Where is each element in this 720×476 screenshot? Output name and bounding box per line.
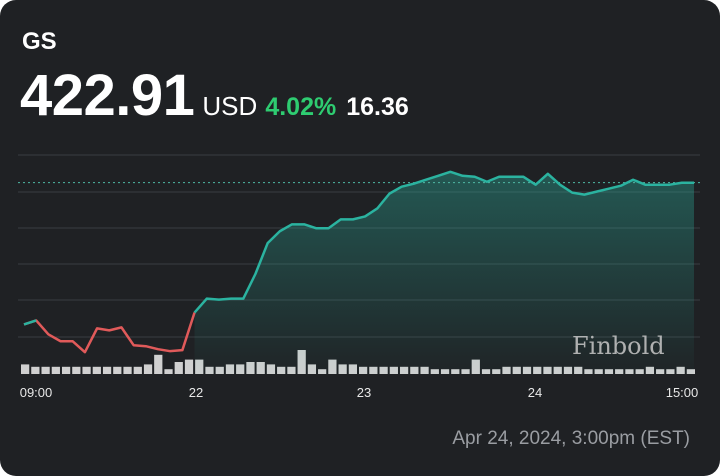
change-value: 16.36 bbox=[346, 93, 409, 121]
volume-bar bbox=[21, 364, 30, 374]
volume-bar bbox=[102, 366, 112, 374]
x-axis: 09:00 22 23 24 15:00 bbox=[20, 385, 699, 400]
price-line-up bbox=[193, 170, 694, 314]
currency-label: USD bbox=[202, 91, 258, 121]
volume-bar bbox=[164, 369, 173, 374]
volume-bar bbox=[72, 366, 81, 374]
x-tick-label: 23 bbox=[357, 385, 371, 400]
finbold-watermark: Finbold bbox=[572, 332, 665, 360]
x-tick-label: 09:00 bbox=[20, 385, 53, 400]
volume-bar bbox=[143, 364, 153, 374]
volume-bar bbox=[174, 362, 183, 374]
x-tick-label: 24 bbox=[528, 385, 542, 400]
volume-bar bbox=[113, 366, 122, 374]
price-chart[interactable]: 09:00 22 23 24 15:00 bbox=[0, 140, 720, 410]
volume-bar bbox=[133, 366, 142, 374]
volume-bar bbox=[51, 366, 60, 374]
quote-row: 422.91 USD 4.02% 16.36 bbox=[20, 62, 409, 129]
price-line-start bbox=[23, 319, 37, 326]
volume-bar bbox=[92, 366, 101, 374]
volume-bar bbox=[184, 359, 194, 374]
price-line bbox=[23, 170, 694, 354]
price-area bbox=[194, 171, 694, 374]
volume-bar bbox=[82, 366, 91, 374]
price-area-fill bbox=[194, 171, 694, 374]
volume-bar bbox=[123, 366, 132, 374]
x-tick-label: 22 bbox=[189, 385, 203, 400]
volume-bar bbox=[41, 366, 50, 374]
price-line-down bbox=[23, 312, 196, 354]
volume-bar bbox=[154, 354, 163, 374]
volume-bar bbox=[31, 366, 40, 374]
x-tick-label: 15:00 bbox=[666, 385, 699, 400]
timestamp-label: Apr 24, 2024, 3:00pm (EST) bbox=[452, 428, 690, 449]
change-percent: 4.02% bbox=[265, 93, 337, 121]
ticker-symbol: GS bbox=[22, 28, 57, 55]
price-value: 422.91 bbox=[20, 63, 195, 128]
volume-bar bbox=[61, 366, 71, 374]
